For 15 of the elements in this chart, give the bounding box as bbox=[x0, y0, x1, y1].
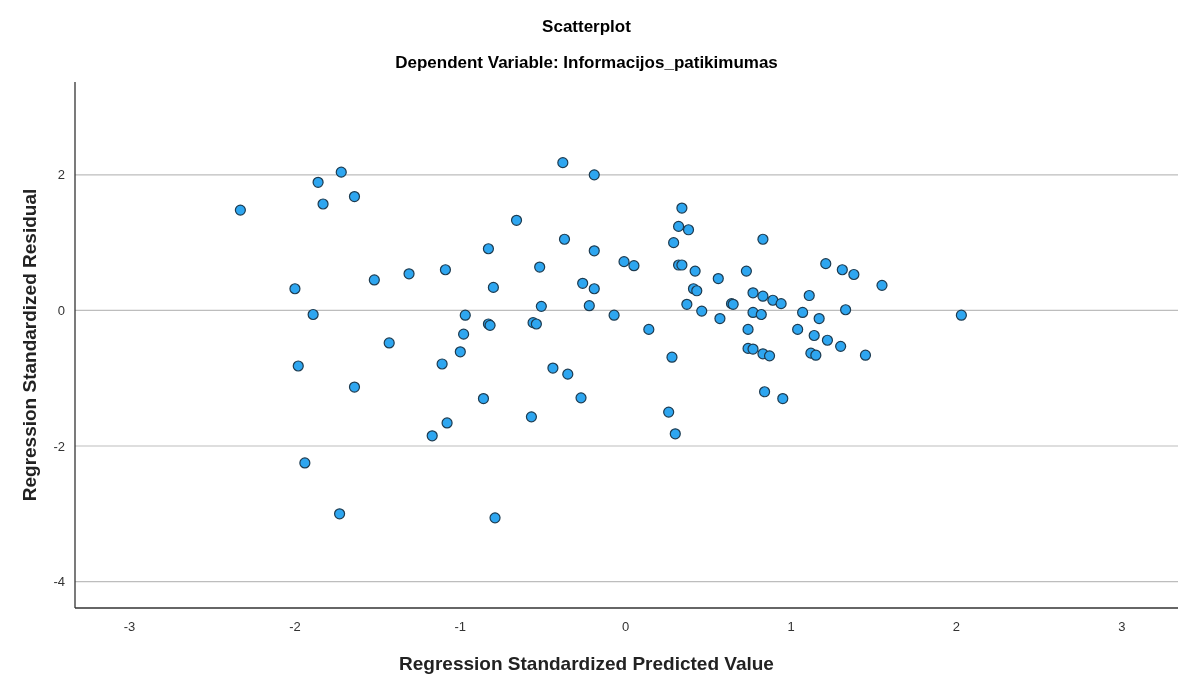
x-tick-label: 0 bbox=[622, 619, 630, 634]
x-tick-label: -3 bbox=[123, 619, 136, 634]
x-tick-label: 2 bbox=[952, 619, 961, 634]
y-tick-label: -2 bbox=[53, 438, 65, 454]
x-tick-label: -2 bbox=[289, 619, 301, 634]
x-tick-label: 1 bbox=[787, 619, 795, 634]
y-tick-label: 2 bbox=[57, 167, 65, 183]
y-axis-title: Regression Standardized Residual bbox=[19, 188, 40, 502]
x-tick-label: 3 bbox=[1118, 619, 1126, 634]
x-axis-title: Regression Standardized Predicted Value bbox=[399, 653, 774, 674]
y-tick-label: 0 bbox=[57, 302, 65, 318]
chart-title: Scatterplot bbox=[542, 17, 632, 36]
x-tick-label: -1 bbox=[454, 619, 467, 634]
y-tick-label: -4 bbox=[53, 574, 65, 590]
chart-subtitle: Dependent Variable: Informacijos_patikimumas bbox=[395, 53, 778, 72]
